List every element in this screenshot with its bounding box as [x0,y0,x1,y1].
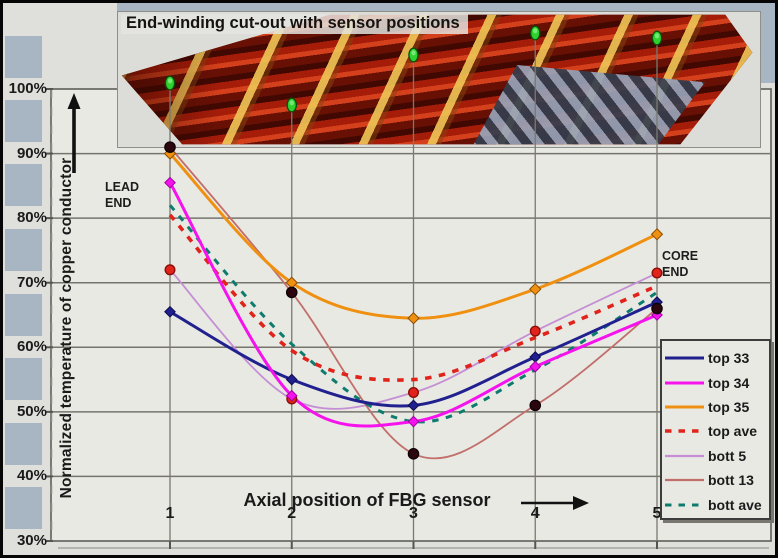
data-point-marker [285,389,298,402]
data-point-marker [408,386,420,398]
legend-label: bott ave [708,496,762,513]
legend-item: top 33 [662,346,769,370]
x-tick-label: 3 [409,505,418,522]
y-tick-label: 40% [16,467,47,485]
legend-line-sample [665,479,704,482]
y-tick-label: 60% [16,338,47,356]
legend-label: bott 5 [708,447,747,464]
legend-label: top 35 [708,398,750,415]
data-point-marker [285,286,298,299]
data-point-marker [651,302,663,315]
photo-title: End-winding cut-out with sensor position… [121,14,468,34]
rail-band [5,423,42,465]
fbg-sensor-marker-highlight [167,78,173,84]
data-point-marker [164,176,176,189]
y-tick-label: 100% [8,80,47,97]
series-line-bott-ave [168,204,658,424]
data-point-marker [163,147,177,160]
end-winding-photo [121,14,753,145]
x-tick-label: 4 [530,505,540,522]
core-end-label: CORE END [662,249,699,280]
data-point-marker [164,305,176,318]
data-point-marker [529,360,542,373]
data-point-marker [529,282,542,296]
fbg-sensor-marker-highlight [533,28,538,34]
legend-line-sample [665,454,704,457]
data-point-marker [651,267,663,279]
y-axis-arrowhead-icon [67,93,81,109]
x-tick-label: 1 [165,505,175,522]
rail-band [5,229,42,271]
legend-label: top 34 [708,374,750,391]
legend-label: top ave [708,423,758,440]
fbg-sensor-marker-highlight [411,50,416,56]
legend-label: bott 13 [708,472,754,489]
data-point-marker [164,141,176,153]
lead-end-label: LEAD END [105,180,140,211]
x-tick-label: 2 [287,505,297,522]
data-point-marker [529,325,541,337]
legend: top 33 top 34 top 35 top ave bott 5 bott 13 bo… [660,339,771,520]
data-point-marker [407,448,420,460]
series-line-top-34 [168,181,658,428]
data-point-marker [529,399,542,412]
y-tick-label: 90% [16,144,47,162]
rail-band [5,36,42,78]
legend-line-sample [665,381,704,385]
data-point-marker [285,373,298,386]
y-tick-label: 70% [16,273,47,291]
legend-item: top 35 [662,395,769,419]
rail-band [5,100,42,142]
y-tick-label: 80% [16,209,47,227]
series-line-top-ave [168,213,658,382]
legend-item: bott ave [662,492,769,516]
data-point-marker [407,312,420,325]
legend-label: top 33 [708,350,750,367]
data-point-marker [407,415,420,428]
rail-band [5,358,42,400]
legend-line-sample [665,356,704,360]
legend-item: bott 13 [662,468,769,492]
rail-band [5,294,42,336]
data-point-marker [529,351,542,363]
chart-series-svg [67,25,664,541]
y-tick-label: 50% [16,402,47,420]
fbg-sensor-marker-highlight [654,33,660,39]
legend-line-sample [665,429,704,434]
top-strip-band [117,3,763,11]
x-axis-arrowhead-icon [573,496,589,510]
rail-band [5,487,42,529]
rail-band [5,164,42,206]
legend-line-sample [665,405,704,409]
y-axis-title: Normalized temperature of copper conduct… [58,157,75,499]
legend-item: bott 5 [662,444,769,468]
legend-item: top 34 [662,370,769,394]
fbg-sensor-marker-highlight [289,100,294,106]
legend-item: top ave [662,419,769,443]
x-axis-title: Axial position of FBG sensor [243,490,491,510]
y-tick-label: 30% [16,532,47,549]
data-point-marker [164,264,176,276]
photo-frame: End-winding cut-out with sensor position… [117,11,761,148]
data-point-marker [650,228,664,241]
legend-line-sample [665,503,704,507]
x-tick-label: 5 [652,505,662,522]
data-point-marker [407,399,420,412]
